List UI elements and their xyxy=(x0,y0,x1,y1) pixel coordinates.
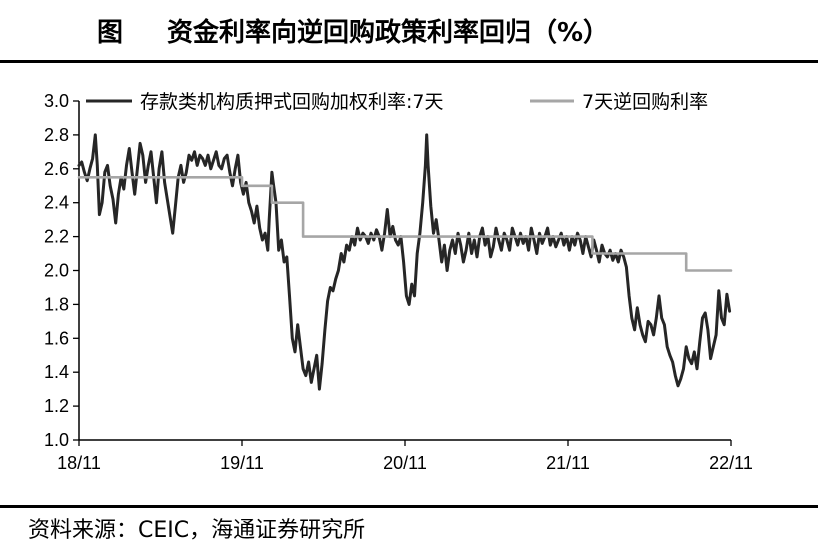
x-tick-label: 18/11 xyxy=(57,453,101,473)
line-chart: 3.0 2.8 2.6 2.4 2.2 2.0 1.8 1.6 1.4 1.2 1.0 18/11 19… xyxy=(43,87,753,473)
x-tick-label: 22/11 xyxy=(709,453,753,473)
legend-label: 7天逆回购利率 xyxy=(582,91,708,113)
source-rule xyxy=(0,505,818,508)
chart-title: 资金利率向逆回购政策利率回归（%） xyxy=(167,17,610,48)
y-tick-label: 2.8 xyxy=(44,125,69,145)
y-tick-label: 1.0 xyxy=(44,430,69,450)
series-reverse-repo-line xyxy=(77,176,733,272)
y-tick-label: 1.4 xyxy=(44,362,69,382)
chart-axes: 3.0 2.8 2.6 2.4 2.2 2.0 1.8 1.6 1.4 1.2 1.0 18/11 19… xyxy=(44,91,753,473)
y-tick-label: 3.0 xyxy=(44,91,69,111)
legend-bg xyxy=(82,87,522,113)
legend-label: 存款类机构质押式回购加权利率:7天 xyxy=(140,91,444,113)
chart-legend: 存款类机构质押式回购加权利率:7天 7天逆回购利率 xyxy=(82,87,708,113)
y-tick-label: 2.6 xyxy=(44,159,69,179)
series-layer xyxy=(77,133,733,391)
y-tick-label: 1.8 xyxy=(44,294,69,314)
chart-title-bar: 图 资金利率向逆回购政策利率回归（%） xyxy=(0,0,818,60)
x-tick-label: 20/11 xyxy=(383,453,427,473)
y-tick-label: 2.0 xyxy=(44,261,69,281)
y-tick-label: 1.6 xyxy=(44,328,69,348)
y-tick-label: 2.2 xyxy=(44,227,69,247)
y-tick-label: 2.4 xyxy=(44,193,69,213)
series-repo-rate-line xyxy=(77,133,732,391)
source-note: 资料来源：CEIC，海通证券研究所 xyxy=(28,518,366,543)
title-rule xyxy=(0,60,818,63)
x-tick-label: 19/11 xyxy=(220,453,264,473)
x-tick-label: 21/11 xyxy=(546,453,590,473)
y-tick-label: 1.2 xyxy=(44,396,69,416)
figure-label: 图 xyxy=(97,17,124,48)
